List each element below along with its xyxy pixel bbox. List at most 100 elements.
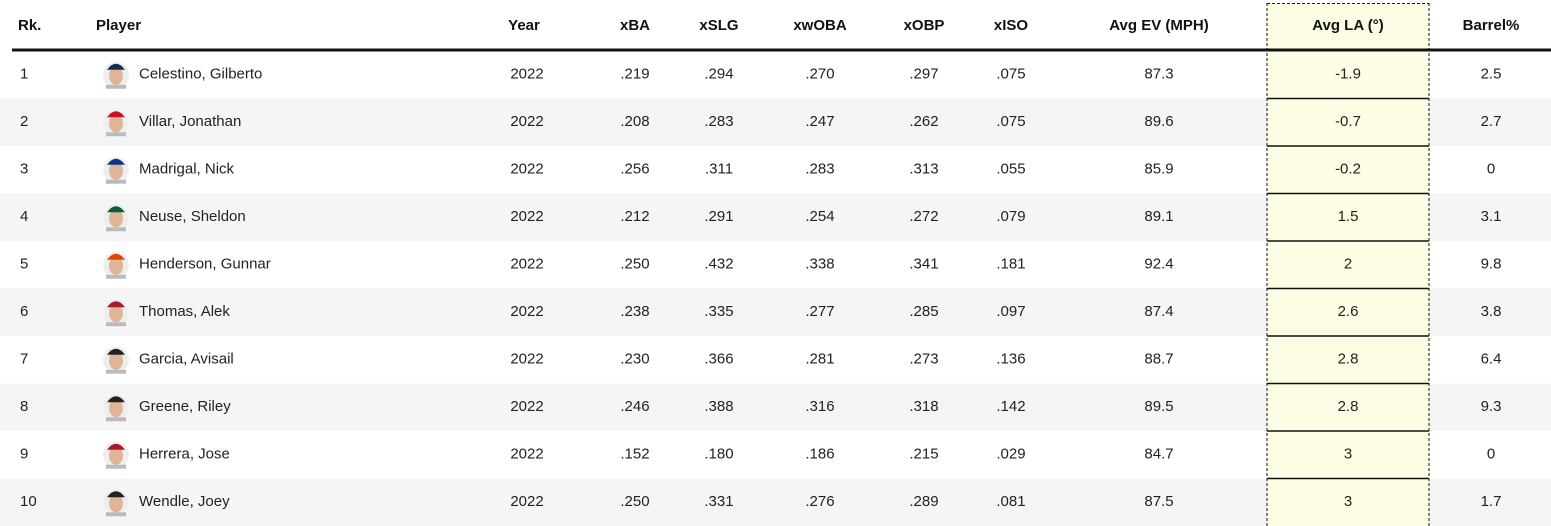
player-name[interactable]: Neuse, Sheldon [139,208,246,225]
player-name[interactable]: Greene, Riley [139,398,231,415]
cell-value: .238 [620,303,649,320]
headshot-cap [107,111,125,118]
headshot-jersey [106,227,126,232]
cell-value: .316 [805,398,834,415]
headshot-jersey [106,274,126,279]
cell-value: .297 [909,66,938,83]
player-name[interactable]: Celestino, Gilberto [139,66,262,83]
headshot-face [109,494,123,513]
column-header[interactable]: Barrel% [1463,17,1520,34]
cell-value: .313 [909,161,938,178]
cell-value: -1.9 [1335,66,1361,83]
column-header[interactable]: xSLG [699,17,738,34]
column-header[interactable]: xBA [620,17,650,34]
headshot-face [109,66,123,85]
cell-value: 3.8 [1481,303,1502,320]
player-name[interactable]: Henderson, Gunnar [139,256,271,273]
cell-value: 6 [20,303,28,320]
cell-value: .180 [704,446,733,463]
cell-value: 7 [20,351,28,368]
cell-value: .079 [996,208,1025,225]
cell-value: 92.4 [1144,256,1173,273]
player-headshot [103,299,129,327]
cell-value: .341 [909,256,938,273]
player-name[interactable]: Herrera, Jose [139,446,230,463]
column-header[interactable]: Player [96,17,141,34]
headshot-cap [107,348,125,355]
cell-value: .250 [620,493,649,510]
cell-value: 87.4 [1144,303,1173,320]
headshot-cap [107,63,125,70]
column-header[interactable]: Avg EV (MPH) [1109,17,1208,34]
cell-value: .388 [704,398,733,415]
cell-value: 2022 [510,66,543,83]
cell-value: 2 [20,113,28,130]
cell-value: 5 [20,256,28,273]
cell-value: 1.7 [1481,493,1502,510]
column-header[interactable]: xOBP [904,17,945,34]
cell-value: .142 [996,398,1025,415]
cell-value: 2022 [510,493,543,510]
player-headshot [103,109,129,137]
cell-value: .181 [996,256,1025,273]
cell-value: 2022 [510,446,543,463]
cell-value: .230 [620,351,649,368]
cell-value: 89.1 [1144,208,1173,225]
cell-value: .311 [705,161,733,178]
cell-value: 2022 [510,256,543,273]
cell-value: 6.4 [1481,351,1502,368]
headshot-jersey [106,417,126,422]
cell-value: 8 [20,398,28,415]
cell-value: .215 [909,446,938,463]
cell-value: .276 [805,493,834,510]
player-headshot [103,394,129,422]
cell-value: -0.7 [1335,113,1361,130]
cell-value: .318 [909,398,938,415]
player-headshot [103,156,129,184]
player-name[interactable]: Wendle, Joey [139,493,230,510]
column-header[interactable]: Avg LA (°) [1312,17,1384,34]
cell-value: .254 [805,208,834,225]
headshot-jersey [106,369,126,374]
cell-value: 2.8 [1338,398,1359,415]
cell-value: 89.5 [1144,398,1173,415]
cell-value: 0 [1487,446,1495,463]
cell-value: .291 [704,208,733,225]
cell-value: .289 [909,493,938,510]
headshot-cap [107,206,125,213]
cell-value: 3 [1344,446,1352,463]
player-headshot [103,61,129,89]
cell-value: 2022 [510,398,543,415]
headshot-face [109,114,123,133]
cell-value: 9 [20,446,28,463]
cell-value: 2022 [510,351,543,368]
headshot-cap [107,491,125,498]
headshot-cap [107,158,125,165]
player-name[interactable]: Madrigal, Nick [139,161,235,178]
player-name[interactable]: Garcia, Avisail [139,351,234,368]
cell-value: .075 [996,113,1025,130]
column-header[interactable]: Rk. [18,17,41,34]
cell-value: .219 [620,66,649,83]
cell-value: -0.2 [1335,161,1361,178]
cell-value: .281 [805,351,834,368]
cell-value: .152 [620,446,649,463]
player-headshot [103,489,129,517]
cell-value: .256 [620,161,649,178]
column-header[interactable]: Year [508,17,540,34]
headshot-cap [107,301,125,308]
column-header[interactable]: xwOBA [793,17,847,34]
cell-value: .055 [996,161,1025,178]
cell-value: 87.3 [1144,66,1173,83]
cell-value: 2022 [510,303,543,320]
cell-value: 2.6 [1338,303,1359,320]
cell-value: 2022 [510,113,543,130]
headshot-face [109,161,123,180]
player-name[interactable]: Thomas, Alek [139,303,230,320]
cell-value: 9.3 [1481,398,1502,415]
player-name[interactable]: Villar, Jonathan [139,113,241,130]
cell-value: .081 [996,493,1025,510]
cell-value: .338 [805,256,834,273]
cell-value: 87.5 [1144,493,1173,510]
column-header[interactable]: xISO [994,17,1029,34]
